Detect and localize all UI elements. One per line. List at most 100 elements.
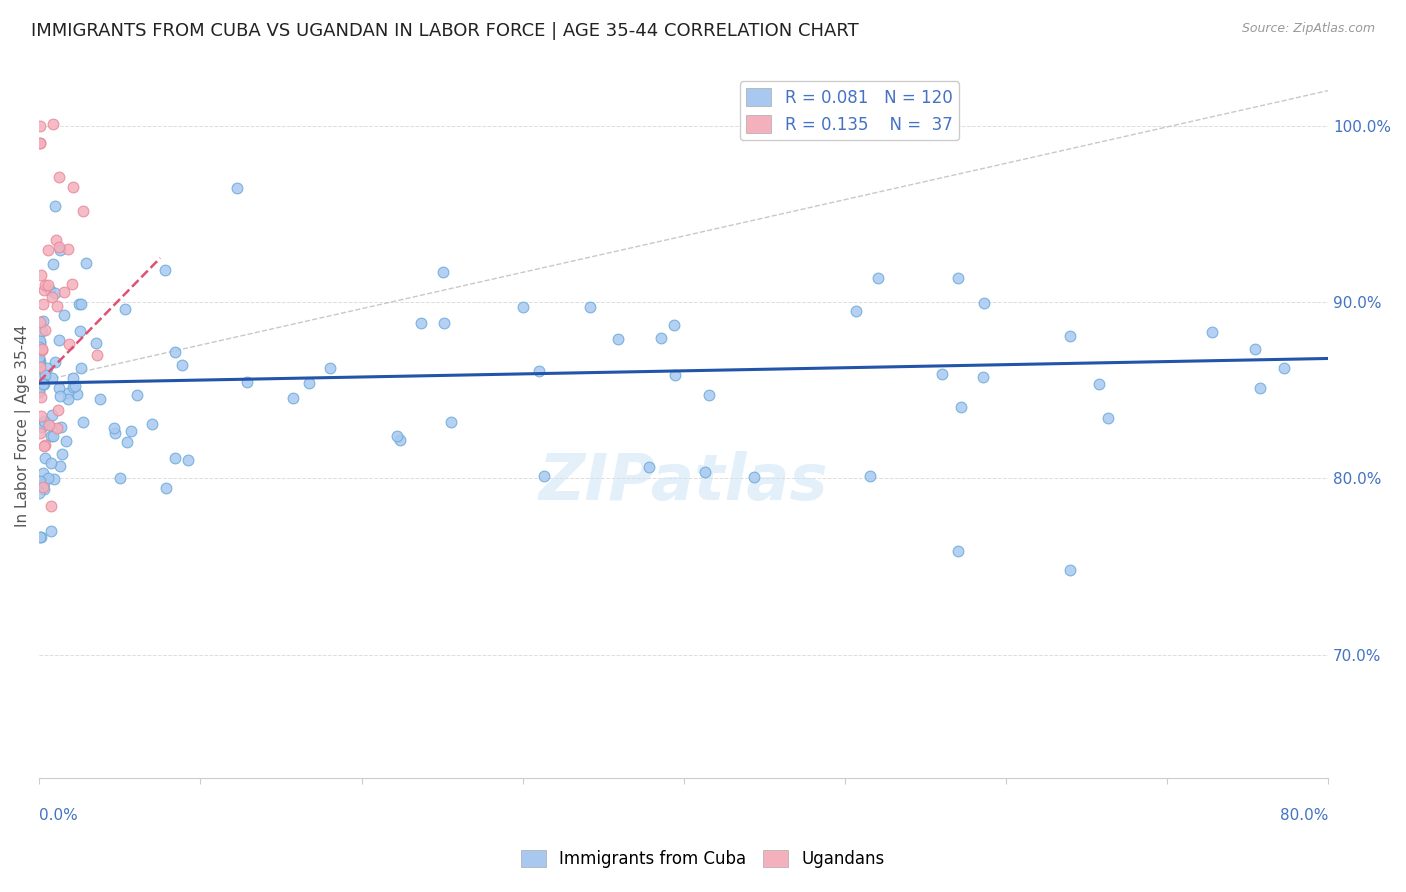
Point — [30, 390, 52, 404]
Point — [693, 465, 716, 479]
Point — [115, 435, 138, 450]
Point — [28, 486, 51, 500]
Point — [30, 268, 52, 283]
Point — [637, 460, 659, 475]
Point — [32, 296, 55, 310]
Point — [39, 524, 62, 539]
Point — [28, 341, 51, 355]
Point — [45, 233, 67, 247]
Point — [69, 297, 91, 311]
Point — [28, 354, 51, 368]
Point — [529, 364, 551, 378]
Point — [86, 348, 108, 362]
Point — [155, 481, 177, 495]
Point — [34, 414, 56, 428]
Point — [63, 379, 86, 393]
Point — [69, 324, 91, 338]
Point — [298, 376, 321, 390]
Point — [41, 256, 63, 270]
Point — [319, 361, 342, 376]
Point — [56, 392, 79, 406]
Point — [946, 543, 969, 558]
Point — [41, 428, 63, 442]
Point — [141, 417, 163, 432]
Point — [66, 387, 89, 401]
Point — [44, 355, 66, 369]
Point — [28, 355, 51, 369]
Point — [69, 360, 91, 375]
Point — [52, 285, 75, 300]
Point — [30, 409, 52, 423]
Point — [30, 417, 52, 431]
Point — [48, 243, 70, 257]
Point — [28, 359, 51, 373]
Point — [28, 354, 51, 368]
Point — [75, 256, 97, 270]
Point — [28, 336, 51, 351]
Point — [697, 388, 720, 402]
Point — [411, 316, 433, 330]
Point — [1272, 361, 1295, 376]
Point — [84, 335, 107, 350]
Point — [533, 469, 555, 483]
Point — [1201, 325, 1223, 339]
Point — [62, 380, 84, 394]
Point — [1097, 411, 1119, 425]
Point — [58, 385, 80, 400]
Point — [28, 340, 51, 354]
Point — [32, 483, 55, 497]
Point — [44, 285, 66, 300]
Legend: Immigrants from Cuba, Ugandans: Immigrants from Cuba, Ugandans — [515, 843, 891, 875]
Point — [858, 468, 880, 483]
Point — [41, 499, 63, 513]
Point — [35, 360, 58, 375]
Point — [28, 359, 51, 374]
Point — [32, 476, 55, 491]
Point — [89, 392, 111, 407]
Point — [662, 318, 685, 333]
Point — [45, 421, 67, 435]
Point — [165, 345, 187, 359]
Point — [114, 302, 136, 317]
Point — [28, 385, 51, 400]
Point — [37, 471, 59, 485]
Point — [236, 376, 259, 390]
Point — [866, 270, 889, 285]
Text: ZIPatlas: ZIPatlas — [538, 450, 828, 513]
Point — [30, 315, 52, 329]
Point — [72, 203, 94, 218]
Point — [1243, 343, 1265, 357]
Point — [650, 331, 672, 345]
Point — [44, 199, 66, 213]
Point — [31, 342, 53, 356]
Point — [34, 322, 56, 336]
Point — [972, 369, 994, 384]
Point — [607, 332, 630, 346]
Point — [42, 117, 65, 131]
Point — [28, 136, 51, 151]
Point — [31, 343, 53, 357]
Point — [41, 371, 63, 385]
Point — [48, 333, 70, 347]
Point — [30, 530, 52, 544]
Point — [46, 403, 69, 417]
Point — [578, 301, 600, 315]
Point — [845, 303, 868, 318]
Point — [49, 459, 72, 474]
Point — [37, 417, 59, 431]
Point — [28, 119, 51, 133]
Point — [32, 283, 55, 297]
Point — [32, 377, 55, 392]
Point — [39, 428, 62, 442]
Point — [48, 381, 70, 395]
Point — [62, 277, 84, 291]
Point — [28, 530, 51, 544]
Point — [973, 296, 995, 310]
Point — [28, 136, 51, 151]
Point — [281, 391, 304, 405]
Point — [946, 270, 969, 285]
Point — [103, 421, 125, 435]
Point — [41, 409, 63, 423]
Point — [42, 472, 65, 486]
Point — [41, 290, 63, 304]
